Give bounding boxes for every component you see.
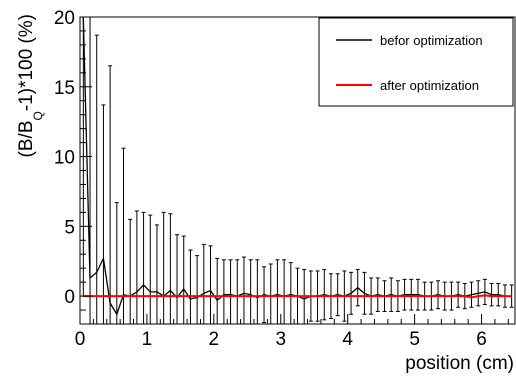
- axes: 0 1 2 3 4 5 6 0 5 10 15 20: [54, 8, 509, 350]
- x-tick-label: 0: [75, 329, 86, 350]
- x-axis-label: position (cm): [405, 353, 514, 374]
- legend-entry-after: after optimization: [380, 78, 479, 93]
- y-tick-label: 0: [64, 287, 75, 308]
- series-lines: [82, 16, 512, 316]
- y-tick-label: 15: [54, 78, 75, 99]
- y-axis-label-part-2: -1)*100 (%): [16, 14, 37, 111]
- x-tick-label: 2: [209, 329, 220, 350]
- y-axis-label-subscript: Q: [31, 111, 45, 120]
- legend: befor optimization after optimization: [318, 17, 514, 107]
- x-tick-label: 3: [275, 329, 286, 350]
- legend-entry-befor: befor optimization: [380, 33, 483, 48]
- y-tick-label: 20: [54, 8, 75, 29]
- series-line-after: [83, 294, 512, 299]
- y-axis-label: (B/BQ-1)*100 (%): [16, 14, 45, 157]
- y-axis-label-part-1: (B/B: [16, 121, 37, 158]
- x-tick-label: 1: [142, 329, 153, 350]
- x-tick-label: 6: [476, 329, 487, 350]
- y-tick-label: 10: [54, 148, 75, 169]
- legend-box: [318, 17, 514, 107]
- x-tick-label: 4: [342, 329, 353, 350]
- y-tick-label: 5: [64, 217, 75, 238]
- x-tick-label: 5: [409, 329, 420, 350]
